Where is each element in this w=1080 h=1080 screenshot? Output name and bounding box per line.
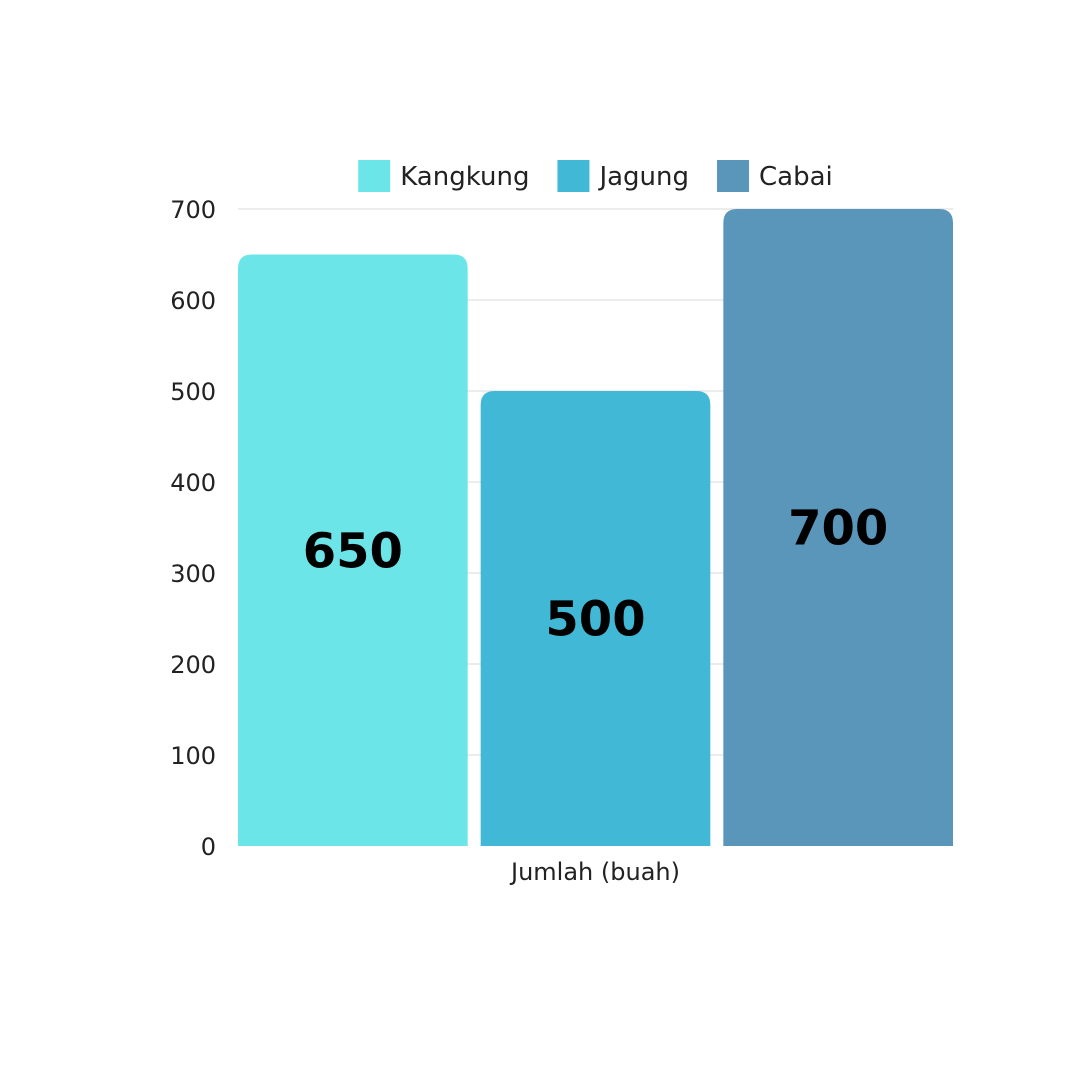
bar-cabai bbox=[723, 209, 953, 846]
y-tick-label: 200 bbox=[170, 651, 216, 679]
y-axis-tick-labels: 0 100 200 300 400 500 600 700 bbox=[170, 196, 216, 861]
x-axis-category-labels: Jumlah (buah) bbox=[509, 858, 680, 886]
legend-swatch bbox=[358, 160, 391, 192]
bar-kangkung bbox=[238, 254, 468, 846]
bar-jagung bbox=[480, 391, 711, 846]
y-tick-label: 500 bbox=[170, 378, 216, 406]
y-tick-label: 600 bbox=[170, 287, 216, 315]
legend-label: Kangkung bbox=[400, 162, 529, 192]
y-tick-label: 100 bbox=[170, 742, 216, 770]
data-label-cabai: 700 bbox=[788, 501, 888, 557]
y-tick-label: 300 bbox=[170, 560, 216, 588]
legend-swatch bbox=[557, 160, 590, 192]
legend-item-jagung: Jagung bbox=[557, 160, 689, 192]
legend-label: Jagung bbox=[597, 162, 689, 192]
legend: Kangkung Jagung Cabai bbox=[358, 160, 833, 192]
legend-item-kangkung: Kangkung bbox=[358, 160, 529, 192]
y-tick-label: 700 bbox=[170, 196, 216, 224]
y-tick-label: 0 bbox=[201, 833, 216, 861]
bars bbox=[238, 209, 953, 846]
y-tick-label: 400 bbox=[170, 469, 216, 497]
legend-label: Cabai bbox=[759, 162, 833, 192]
x-category-label: Jumlah (buah) bbox=[509, 858, 680, 886]
legend-swatch bbox=[717, 160, 750, 192]
data-labels: 650 500 700 bbox=[303, 501, 889, 648]
data-label-jagung: 500 bbox=[545, 592, 645, 648]
data-label-kangkung: 650 bbox=[303, 523, 403, 579]
legend-item-cabai: Cabai bbox=[717, 160, 833, 192]
